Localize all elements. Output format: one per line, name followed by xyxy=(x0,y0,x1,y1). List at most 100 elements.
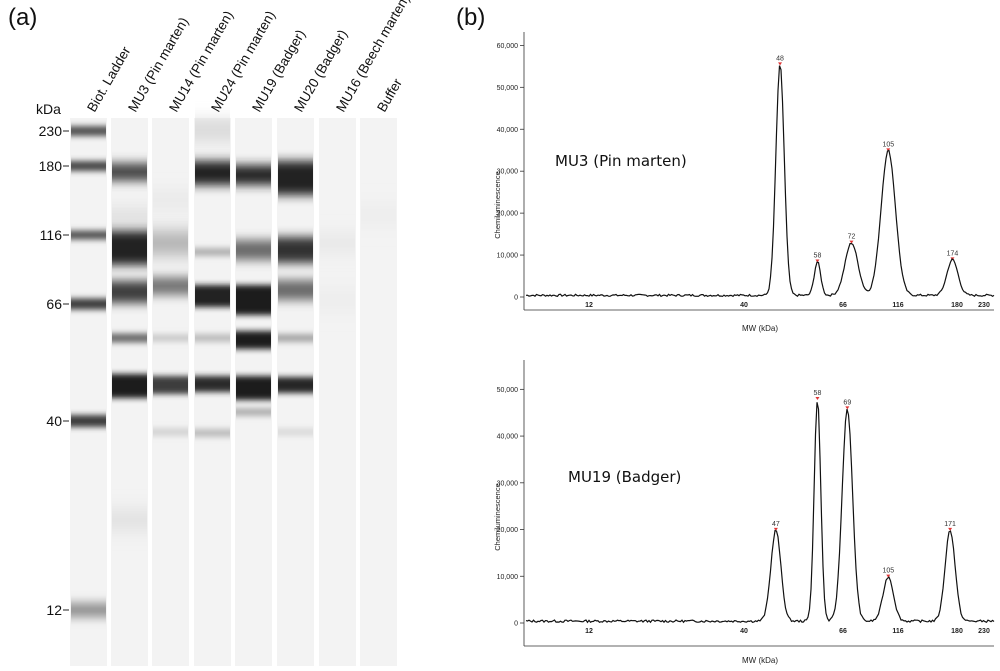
gel-band xyxy=(236,331,271,349)
gel-band xyxy=(236,165,271,185)
gel-band xyxy=(236,285,271,315)
peak-marker xyxy=(845,406,850,410)
gel-lane xyxy=(70,118,107,666)
gel-band xyxy=(71,415,106,427)
peak-label: 58 xyxy=(814,252,822,259)
gel-band xyxy=(112,163,147,181)
lane-background xyxy=(319,118,356,666)
x-tick-label: 12 xyxy=(585,302,593,309)
y-tick-label: 50,000 xyxy=(497,85,519,92)
gel-lane xyxy=(152,118,189,666)
lane-label: Buffer xyxy=(374,76,405,115)
x-tick-label: 230 xyxy=(978,302,990,309)
y-tick-label: 40,000 xyxy=(497,434,519,441)
peak-marker xyxy=(815,259,820,263)
y-tick-label: 20,000 xyxy=(497,527,519,534)
peak-label: 47 xyxy=(772,521,780,528)
y-tick-label: 0 xyxy=(514,295,518,302)
peak-label: 69 xyxy=(843,399,851,406)
peak-marker xyxy=(815,397,820,401)
x-tick-label: 12 xyxy=(585,628,593,635)
gel-band xyxy=(236,376,271,400)
lane-background xyxy=(70,118,107,666)
gel-band xyxy=(278,377,313,393)
gel-band xyxy=(278,161,313,195)
y-tick-label: 60,000 xyxy=(497,43,519,50)
y-axis-title-top: Chemiluminescence xyxy=(493,171,502,239)
gel-band xyxy=(195,248,230,256)
gel-lane xyxy=(319,118,356,666)
kda-tick-label: 40 xyxy=(46,413,62,429)
y-tick-label: 20,000 xyxy=(497,211,519,218)
kda-axis-label: kDa xyxy=(36,101,61,117)
panel-a-letter: (a) xyxy=(8,4,38,31)
gel-band xyxy=(112,212,147,224)
gel-lane xyxy=(111,118,148,666)
gel-band xyxy=(71,126,106,136)
gel-band xyxy=(236,240,271,260)
gel-band xyxy=(195,161,230,185)
gel-band xyxy=(153,277,188,295)
x-axis-title-bottom: MW (kDa) xyxy=(742,656,778,665)
gel-band xyxy=(112,231,147,265)
peak-label: 105 xyxy=(882,568,894,575)
lane-label: MU16 (Beech marten) xyxy=(333,0,412,114)
peak-marker xyxy=(886,148,891,152)
gel-band xyxy=(320,236,355,250)
kda-tick-label: 66 xyxy=(46,296,62,312)
gel-band xyxy=(195,285,230,307)
y-tick-label: 40,000 xyxy=(497,127,519,134)
y-tick-label: 50,000 xyxy=(497,387,519,394)
sample-label-mu3: MU3 (Pin marten) xyxy=(555,152,687,170)
gel-band xyxy=(71,298,106,310)
trace-mu19 xyxy=(525,402,995,624)
gel-band xyxy=(361,205,396,225)
x-tick-label: 66 xyxy=(839,628,847,635)
peak-label: 48 xyxy=(776,55,784,62)
gel-band xyxy=(195,123,230,137)
gel-lane xyxy=(360,118,397,666)
gel-band xyxy=(112,281,147,303)
gel-band xyxy=(153,428,188,436)
x-tick-label: 180 xyxy=(951,628,963,635)
gel-band xyxy=(236,408,271,416)
peak-marker xyxy=(886,574,891,578)
gel-lane xyxy=(235,118,272,666)
sample-label-mu19: MU19 (Badger) xyxy=(568,468,681,486)
peak-marker xyxy=(849,240,854,244)
x-axis-title-top: MW (kDa) xyxy=(742,324,778,333)
x-tick-label: 40 xyxy=(740,628,748,635)
y-tick-label: 10,000 xyxy=(497,253,519,260)
gel-band xyxy=(278,334,313,342)
y-tick-label: 10,000 xyxy=(497,574,519,581)
gel-band xyxy=(320,290,355,310)
chart-mu19: MU19 (Badger) Chemiluminescence MW (kDa)… xyxy=(493,360,995,665)
peak-marker xyxy=(778,62,783,66)
x-tick-label: 180 xyxy=(951,302,963,309)
gel-band xyxy=(278,428,313,436)
x-tick-label: 116 xyxy=(892,302,903,309)
gel-lane xyxy=(194,118,231,666)
gel-lane xyxy=(277,118,314,666)
chart-mu3: MU3 (Pin marten) Chemiluminescence MW (k… xyxy=(493,32,995,333)
x-tick-label: 66 xyxy=(839,302,847,309)
gel-band xyxy=(195,429,230,437)
peak-label: 174 xyxy=(947,250,959,257)
gel-band xyxy=(112,333,147,343)
x-tick-label: 230 xyxy=(978,628,990,635)
y-tick-label: 30,000 xyxy=(497,480,519,487)
peak-label: 171 xyxy=(944,521,956,528)
gel-band xyxy=(278,280,313,300)
gel-band xyxy=(71,230,106,240)
peak-marker xyxy=(948,527,953,531)
panel-b-letter: (b) xyxy=(456,4,486,31)
gel-band xyxy=(153,233,188,253)
gel-band xyxy=(153,194,188,206)
gel-band xyxy=(153,334,188,342)
gel-band xyxy=(112,374,147,398)
y-tick-label: 0 xyxy=(514,621,518,628)
kda-tick-label: 180 xyxy=(39,158,63,174)
kda-tick-label: 116 xyxy=(40,227,63,243)
